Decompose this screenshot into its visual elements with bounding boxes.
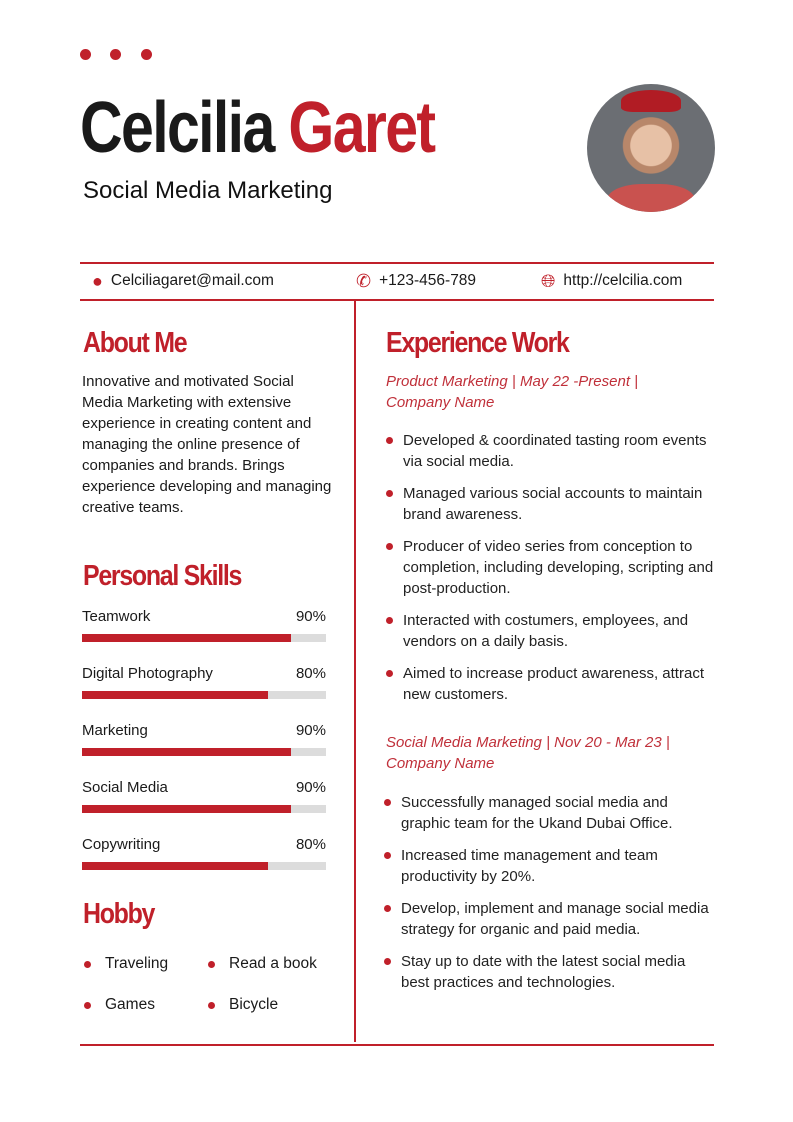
job-point: Successfully managed social media and gr…	[384, 792, 714, 834]
skill-value: 90%	[295, 608, 326, 625]
divider	[80, 262, 714, 264]
contact-phone[interactable]: ✆ +123-456-789	[356, 272, 476, 290]
skill-bar-fill	[82, 634, 292, 642]
bullet-icon	[84, 1001, 91, 1009]
hobby-label: Games	[105, 996, 155, 1013]
full-name: Celcilia Garet	[80, 92, 436, 164]
skill-bar-fill	[82, 748, 292, 756]
skill-bar-fill	[82, 691, 268, 699]
contact-website[interactable]: 🌐︎ http://celcilia.com	[541, 272, 682, 290]
skill-bar-fill	[82, 862, 268, 870]
job-point: Developed & coordinated tasting room eve…	[386, 430, 716, 472]
skill-label: Social Media	[82, 779, 168, 796]
globe-icon: 🌐︎	[541, 271, 556, 291]
person-icon: ●	[92, 271, 103, 291]
hobby-label: Traveling	[105, 955, 169, 972]
skill-bar	[82, 691, 326, 699]
job-points: Developed & coordinated tasting room eve…	[386, 430, 716, 716]
hobby-item: Read a book	[208, 955, 317, 973]
last-name: Garet	[288, 88, 436, 168]
hobby-title: Hobby	[83, 898, 155, 930]
website-text: http://celcilia.com	[563, 272, 683, 289]
first-name: Celcilia	[80, 88, 275, 168]
skill-bar	[82, 748, 326, 756]
skill-item: Marketing 90%	[82, 722, 326, 756]
bullet-icon	[208, 1001, 215, 1009]
job-point: Managed various social accounts to maint…	[386, 483, 716, 525]
skill-bar	[82, 805, 326, 813]
skill-label: Teamwork	[82, 608, 151, 625]
skill-item: Social Media 90%	[82, 779, 326, 813]
job-point: Producer of video series from conception…	[386, 536, 716, 599]
job-role: Social Media Marketing	[83, 177, 333, 204]
job-point: Develop, implement and manage social med…	[384, 898, 714, 940]
column-divider	[354, 300, 356, 1042]
job-point: Interacted with costumers, employees, an…	[386, 610, 716, 652]
job-point: Stay up to date with the latest social m…	[384, 951, 714, 993]
job-heading: Social Media Marketing | Nov 20 - Mar 23…	[386, 734, 670, 772]
skill-value: 90%	[295, 722, 326, 739]
skills-title: Personal Skills	[83, 560, 242, 592]
skill-bar-fill	[82, 805, 292, 813]
job-points: Successfully managed social media and gr…	[384, 792, 714, 1004]
hobby-label: Read a book	[229, 955, 317, 972]
phone-icon: ✆	[356, 271, 372, 291]
decor-dot	[80, 49, 91, 60]
job-point: Increased time management and team produ…	[384, 845, 714, 887]
experience-title: Experience Work	[386, 327, 570, 359]
skill-value: 80%	[295, 665, 326, 682]
hobby-item: Bicycle	[208, 996, 278, 1014]
bullet-icon	[208, 960, 215, 968]
skill-item: Teamwork 90%	[82, 608, 326, 642]
divider	[80, 1044, 714, 1046]
profile-photo	[587, 84, 715, 212]
hobby-item: Games	[84, 996, 155, 1014]
about-text: Innovative and motivated Social Media Ma…	[82, 373, 332, 516]
skill-bar	[82, 862, 326, 870]
skill-item: Digital Photography 80%	[82, 665, 326, 699]
decor-dot	[141, 49, 152, 60]
about-title: About Me	[83, 327, 188, 359]
contact-email[interactable]: ● Celciliagaret@mail.com	[92, 272, 274, 290]
skill-label: Digital Photography	[82, 665, 213, 682]
hobby-label: Bicycle	[229, 996, 279, 1013]
skill-item: Copywriting 80%	[82, 836, 326, 870]
skill-bar	[82, 634, 326, 642]
hobby-item: Traveling	[84, 955, 168, 973]
bullet-icon	[84, 960, 91, 968]
skill-label: Marketing	[82, 722, 148, 739]
job-heading: Product Marketing | May 22 -Present | Co…	[386, 373, 639, 411]
skill-value: 80%	[295, 836, 326, 853]
email-text: Celciliagaret@mail.com	[110, 272, 274, 289]
skill-label: Copywriting	[82, 836, 161, 853]
phone-text: +123-456-789	[379, 272, 477, 289]
job-point: Aimed to increase product awareness, att…	[386, 663, 716, 705]
decor-dot	[110, 49, 121, 60]
divider	[80, 299, 714, 301]
skill-value: 90%	[295, 779, 326, 796]
